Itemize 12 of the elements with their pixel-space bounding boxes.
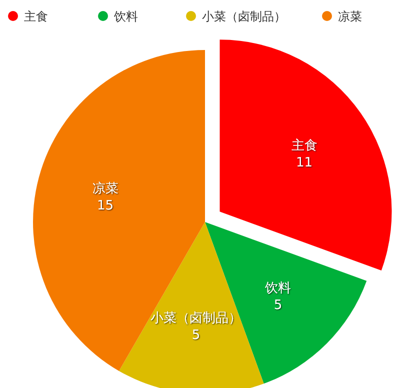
slice-label: 小菜（卤制品） (150, 310, 242, 326)
slice-label: 饮料 (264, 280, 291, 296)
data-label: 5 (192, 328, 200, 343)
slice-label: 主食 (291, 137, 318, 154)
legend-label: 主食 (24, 10, 48, 24)
slice-label: 凉菜 (92, 181, 118, 196)
data-label: 5 (274, 298, 282, 313)
legend-label: 小菜（卤制品） (202, 10, 286, 24)
legend-label: 凉菜 (338, 10, 362, 24)
data-label: 15 (97, 198, 114, 214)
data-label: 11 (296, 155, 313, 170)
legend-label: 饮料 (113, 10, 138, 24)
